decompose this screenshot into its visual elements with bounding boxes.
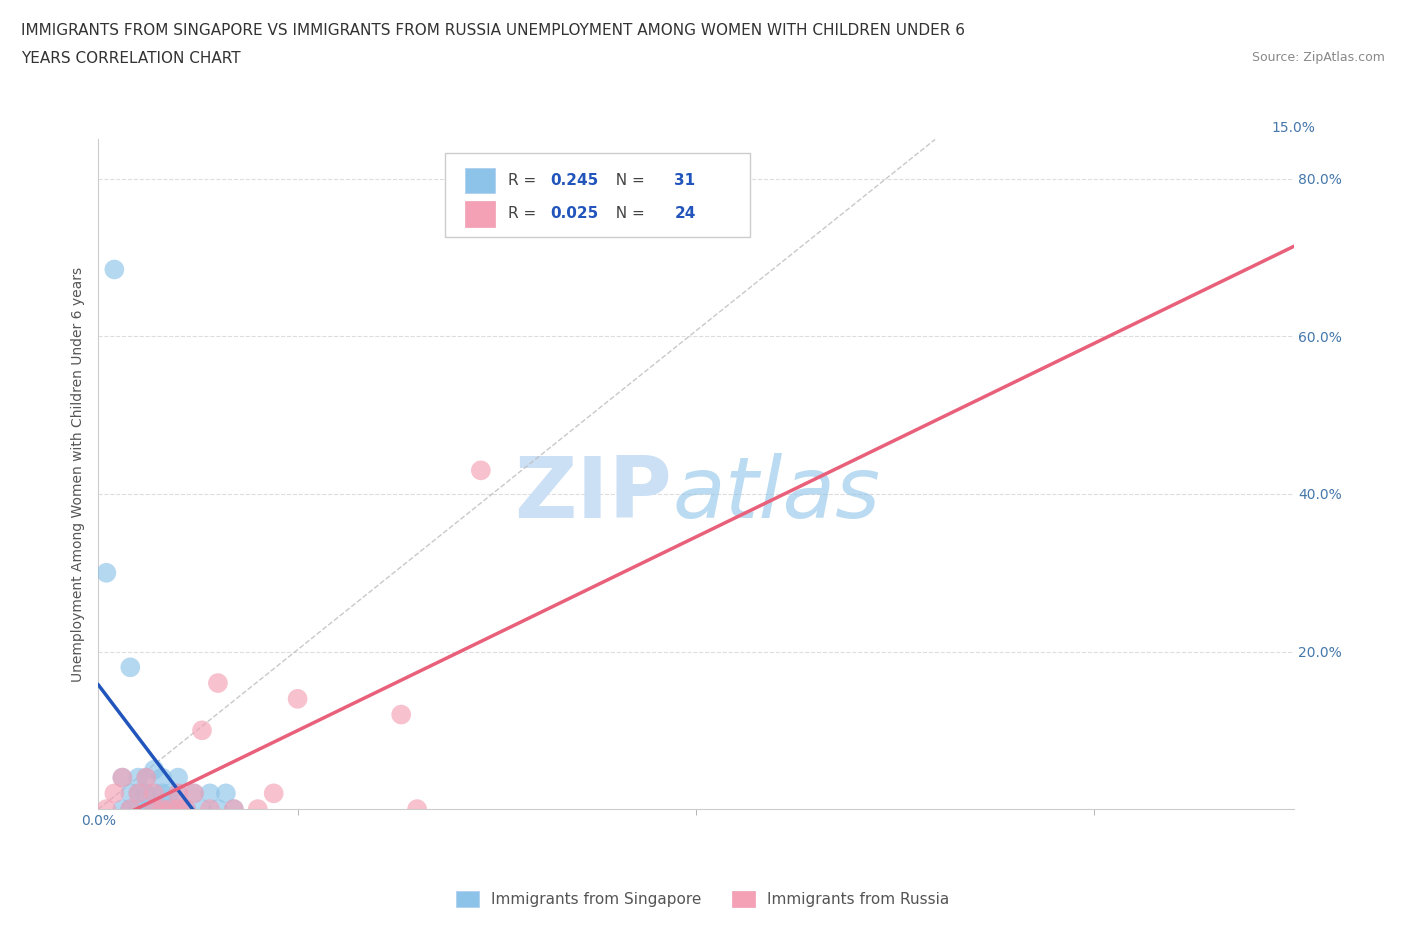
Point [198,786,221,801]
Point [120,802,142,817]
Point [406,802,429,817]
Point [150,770,173,785]
Point [103,786,125,801]
Bar [465,201,495,227]
Bar [465,167,495,193]
Point [191,802,214,817]
Text: 0.025: 0.025 [550,206,599,221]
Point [127,786,149,801]
Point [111,802,134,817]
Point [143,786,166,801]
Text: R =: R = [509,206,541,221]
Point [183,786,205,801]
Point [167,802,190,817]
Text: 31: 31 [675,173,696,188]
Point [120,786,142,801]
Point [191,723,214,737]
Point [150,802,173,817]
Point [135,786,157,801]
Y-axis label: Unemployment Among Women with Children Under 6 years: Unemployment Among Women with Children U… [72,267,86,682]
Text: IMMIGRANTS FROM SINGAPORE VS IMMIGRANTS FROM RUSSIA UNEMPLOYMENT AMONG WOMEN WIT: IMMIGRANTS FROM SINGAPORE VS IMMIGRANTS … [21,23,965,38]
Point [198,802,221,817]
Point [103,262,125,277]
Point [263,786,285,801]
Point [143,786,166,801]
Point [222,802,245,817]
Point [127,786,149,801]
Point [207,802,229,817]
Point [143,802,166,817]
Text: YEARS CORRELATION CHART: YEARS CORRELATION CHART [21,51,240,66]
Point [159,802,181,817]
Point [135,770,157,785]
Point [150,802,173,817]
Point [150,786,173,801]
Text: 24: 24 [675,206,696,221]
Point [389,707,412,722]
Point [174,802,197,817]
Text: N =: N = [606,206,650,221]
Point [167,770,190,785]
Point [96,802,118,817]
Point [222,802,245,817]
Text: ZIP: ZIP [515,453,672,536]
Point [207,675,229,690]
Point [159,786,181,801]
Point [215,786,238,801]
Point [120,802,142,817]
Text: atlas: atlas [672,453,880,536]
Point [287,691,309,706]
Point [127,770,149,785]
Point [120,660,142,675]
Text: Source: ZipAtlas.com: Source: ZipAtlas.com [1251,51,1385,64]
Point [143,802,166,817]
Point [246,802,269,817]
Point [127,802,149,817]
Point [111,770,134,785]
Text: N =: N = [606,173,650,188]
Point [135,802,157,817]
Point [167,786,190,801]
Point [183,786,205,801]
Point [167,786,190,801]
Point [159,802,181,817]
Point [135,770,157,785]
Point [470,463,492,478]
Point [174,802,197,817]
Legend: Immigrants from Singapore, Immigrants from Russia: Immigrants from Singapore, Immigrants fr… [450,884,956,913]
Point [111,770,134,785]
Text: R =: R = [509,173,541,188]
Text: 0.245: 0.245 [550,173,599,188]
Point [143,763,166,777]
FancyBboxPatch shape [444,153,749,236]
Point [167,802,190,817]
Point [96,565,118,580]
